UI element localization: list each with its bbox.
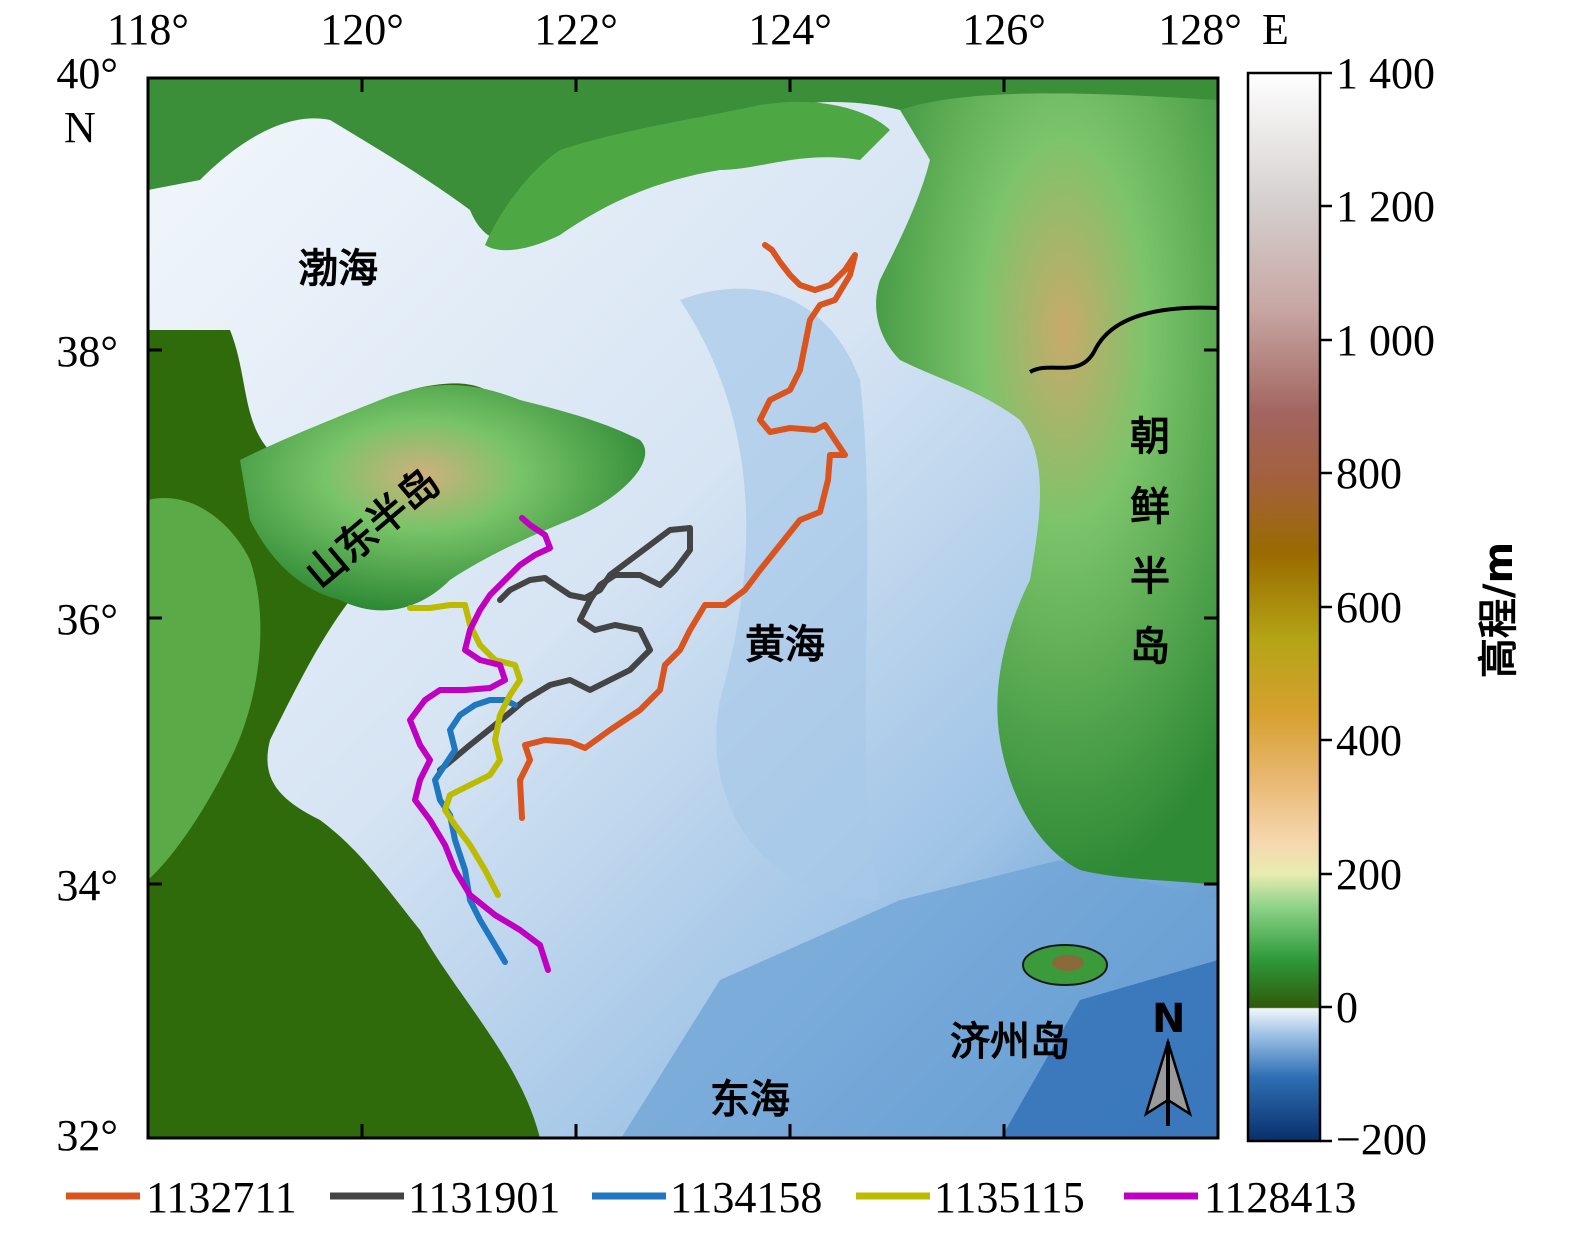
legend: 1132711 1131901 1134158 1135115 1128413 — [66, 1173, 1356, 1222]
korea-label-char: 岛 — [1130, 624, 1170, 670]
x-tick-label: 124° — [748, 5, 832, 54]
x-tick-label: 118° — [107, 5, 189, 54]
land-west — [148, 330, 540, 1138]
legend-label: 1128413 — [1204, 1173, 1356, 1222]
x-tick-label: 120° — [320, 5, 404, 54]
x-ticks-bottom — [146, 1124, 1220, 1138]
north-arrow-letter: N — [1152, 996, 1185, 1042]
map-frame — [146, 76, 1220, 1140]
colorbar-tick-label: 800 — [1336, 449, 1402, 498]
x-tick-label: 122° — [534, 5, 618, 54]
map-area — [148, 78, 1218, 1138]
north-arrow: N — [1143, 996, 1193, 1126]
colorbar — [1246, 71, 1322, 1143]
colorbar-tick-label: 1 400 — [1336, 49, 1435, 98]
x-ticks-top — [146, 78, 1220, 92]
colorbar-tick-label: 1 000 — [1336, 316, 1435, 365]
korea-label-char: 半 — [1130, 554, 1170, 600]
track-1132711 — [517, 242, 858, 821]
colorbar-tick-label: −200 — [1336, 1115, 1427, 1164]
track-1131901 — [437, 525, 693, 773]
korea-label-char: 朝 — [1130, 414, 1170, 460]
yellow-sea-trough — [680, 288, 880, 901]
east-sea-label: 东海 — [710, 1077, 790, 1123]
y-tick-label: 40° — [56, 49, 118, 98]
shandong-peninsula — [240, 385, 646, 611]
colorbar-tick-label: 0 — [1336, 983, 1358, 1032]
track-1135115 — [407, 602, 523, 898]
legend-label: 1135115 — [934, 1173, 1085, 1222]
colorbar-ticks — [1320, 71, 1332, 1143]
track-1134158 — [432, 697, 518, 965]
y-tick-label: 38° — [56, 327, 118, 376]
x-tick-labels: 118° 120° 122° 124° 126° 128° — [107, 5, 1242, 54]
korea-border-line — [1028, 305, 1218, 374]
y-tick-label: 32° — [56, 1111, 118, 1160]
y-axis-unit: N — [64, 103, 96, 152]
legend-label: 1132711 — [146, 1173, 297, 1222]
colorbar-title: 高程/m — [1476, 542, 1522, 678]
colorbar-tick-labels: 1 400 1 200 1 000 800 600 400 200 0 −200 — [1336, 49, 1435, 1164]
x-axis-unit: E — [1262, 5, 1289, 54]
y-tick-labels: 40° 38° 36° 34° 32° — [56, 49, 118, 1160]
y-tick-label: 36° — [56, 595, 118, 644]
jeju-label: 济州岛 — [950, 1019, 1070, 1065]
north-china-relief — [148, 498, 261, 880]
colorbar-tick-label: 400 — [1336, 716, 1402, 765]
land-north — [148, 78, 1218, 240]
colorbar-tick-label: 1 200 — [1336, 182, 1435, 231]
x-tick-label: 126° — [962, 5, 1046, 54]
x-tick-label: 128° — [1158, 5, 1242, 54]
legend-label: 1131901 — [408, 1173, 560, 1222]
yellow-sea-label: 黄海 — [745, 622, 825, 668]
y-ticks — [148, 76, 1218, 1140]
y-tick-label: 34° — [56, 861, 118, 910]
legend-label: 1134158 — [670, 1173, 822, 1222]
liaodong-peninsula — [485, 101, 890, 251]
bohai-label: 渤海 — [298, 246, 378, 292]
colorbar-tick-label: 600 — [1336, 583, 1402, 632]
colorbar-tick-label: 200 — [1336, 850, 1402, 899]
jeju-peak — [1052, 955, 1084, 971]
korea-label-char: 鲜 — [1130, 484, 1170, 530]
track-1128413 — [407, 515, 553, 973]
korean-peninsula — [876, 93, 1218, 885]
